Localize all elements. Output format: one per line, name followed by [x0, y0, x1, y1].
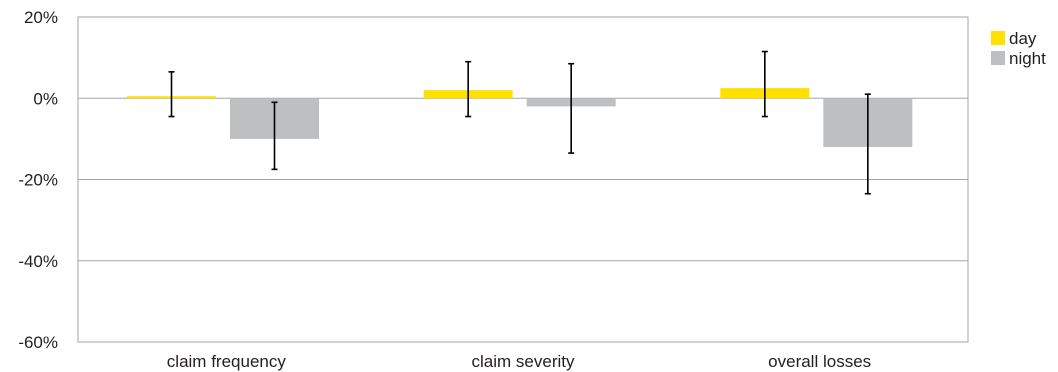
y-tick-label: -20%	[18, 171, 58, 190]
y-tick-label: -60%	[18, 333, 58, 352]
bars	[127, 88, 913, 147]
legend-label-day: day	[1009, 29, 1037, 48]
x-category-label: overall losses	[768, 352, 871, 371]
plot-area	[77, 16, 969, 343]
x-category-label: claim frequency	[167, 352, 287, 371]
error-bars	[168, 50, 871, 195]
x-axis-category-labels: claim frequency claim severity overall los…	[167, 352, 871, 371]
y-axis-tick-labels: 20% 0% -20% -40% -60%	[18, 8, 58, 352]
legend-swatch-night	[991, 51, 1005, 65]
legend-swatch-day	[991, 31, 1005, 45]
gridlines	[78, 97, 968, 262]
y-tick-label: -40%	[18, 252, 58, 271]
y-tick-label: 0%	[33, 89, 58, 108]
legend-label-night: night	[1009, 49, 1046, 68]
y-tick-label: 20%	[24, 8, 58, 27]
x-category-label: claim severity	[472, 352, 575, 371]
